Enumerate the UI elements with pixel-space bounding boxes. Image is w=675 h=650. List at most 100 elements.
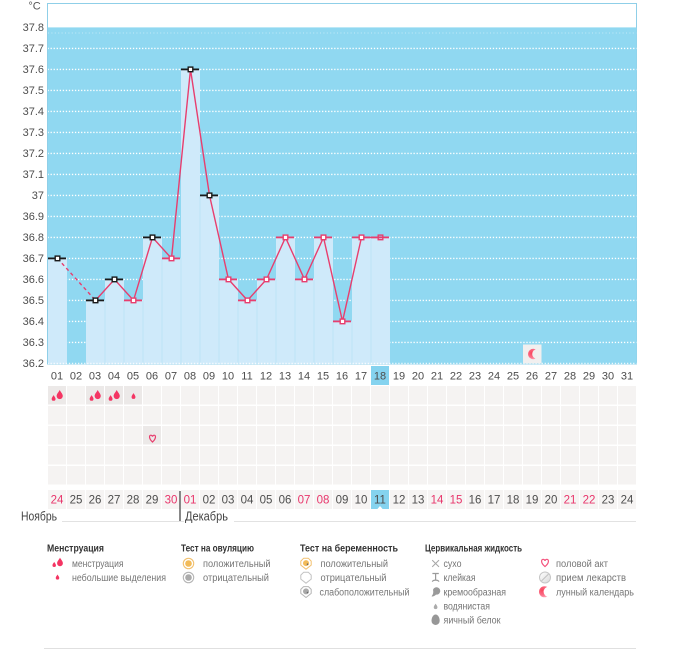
svg-text:менструация: менструация: [72, 559, 124, 570]
svg-text:10: 10: [222, 371, 234, 383]
svg-text:11: 11: [374, 494, 386, 506]
svg-text:яичный белок: яичный белок: [444, 614, 502, 626]
svg-text:27: 27: [545, 371, 557, 383]
svg-text:24: 24: [51, 494, 64, 506]
svg-text:небольшие выделения: небольшие выделения: [72, 572, 166, 584]
svg-text:36.7: 36.7: [23, 253, 44, 265]
svg-text:36.6: 36.6: [23, 274, 44, 286]
svg-text:36.2: 36.2: [23, 358, 44, 370]
svg-text:сухо: сухо: [444, 559, 462, 570]
svg-text:29: 29: [583, 371, 595, 383]
svg-text:14: 14: [431, 494, 444, 506]
svg-text:31: 31: [621, 371, 633, 383]
svg-text:24: 24: [621, 494, 634, 506]
svg-text:13: 13: [412, 494, 425, 506]
svg-text:28: 28: [564, 371, 576, 383]
svg-text:14: 14: [298, 371, 310, 383]
svg-text:37.4: 37.4: [23, 106, 44, 118]
svg-text:30: 30: [165, 494, 178, 506]
svg-text:Тест на овуляцию: Тест на овуляцию: [181, 544, 254, 555]
svg-text:16: 16: [469, 494, 482, 506]
svg-text:водянистая: водянистая: [444, 601, 491, 612]
svg-text:прием лекарств: прием лекарств: [556, 573, 626, 584]
svg-text:07: 07: [165, 371, 177, 383]
svg-text:09: 09: [336, 494, 349, 506]
svg-text:05: 05: [260, 494, 273, 506]
svg-text:06: 06: [146, 371, 158, 383]
svg-text:06: 06: [279, 494, 292, 506]
svg-text:11: 11: [241, 371, 252, 383]
svg-text:37.6: 37.6: [23, 64, 44, 76]
svg-text:19: 19: [393, 371, 405, 383]
svg-text:20: 20: [545, 494, 558, 506]
svg-text:Ноябрь: Ноябрь: [21, 510, 57, 524]
svg-text:36.9: 36.9: [23, 211, 44, 223]
svg-text:16: 16: [336, 371, 348, 383]
svg-text:03: 03: [89, 371, 101, 383]
svg-text:25: 25: [70, 494, 83, 506]
svg-text:28: 28: [127, 494, 140, 506]
svg-text:07: 07: [298, 494, 311, 506]
svg-text:37.3: 37.3: [23, 127, 44, 139]
svg-text:04: 04: [108, 371, 120, 383]
svg-text:22: 22: [583, 494, 596, 506]
svg-text:02: 02: [203, 494, 216, 506]
svg-text:21: 21: [431, 371, 443, 383]
svg-text:02: 02: [70, 371, 82, 383]
svg-text:°C: °C: [28, 1, 40, 13]
svg-text:37.8: 37.8: [23, 22, 44, 34]
svg-text:15: 15: [317, 371, 329, 383]
svg-text:слабоположительный: слабоположительный: [320, 586, 410, 598]
svg-text:17: 17: [355, 371, 367, 383]
svg-text:04: 04: [241, 494, 254, 506]
svg-text:03: 03: [222, 494, 235, 506]
svg-text:37.7: 37.7: [23, 43, 44, 55]
svg-text:08: 08: [184, 371, 196, 383]
svg-text:13: 13: [279, 371, 291, 383]
svg-text:05: 05: [127, 371, 139, 383]
svg-text:37.1: 37.1: [23, 169, 44, 181]
svg-text:24: 24: [488, 371, 500, 383]
svg-text:25: 25: [507, 371, 519, 383]
svg-text:17: 17: [488, 494, 501, 506]
svg-text:23: 23: [469, 371, 481, 383]
svg-text:кремообразная: кремообразная: [444, 586, 507, 598]
svg-text:отрицательный: отрицательный: [203, 573, 269, 584]
svg-text:положительный: положительный: [203, 559, 271, 570]
svg-text:08: 08: [317, 494, 330, 506]
svg-text:15: 15: [450, 494, 463, 506]
svg-text:01: 01: [51, 371, 63, 383]
svg-text:26: 26: [89, 494, 102, 506]
svg-text:19: 19: [526, 494, 539, 506]
svg-text:20: 20: [412, 371, 424, 383]
svg-text:37.5: 37.5: [23, 85, 44, 97]
svg-text:09: 09: [203, 371, 215, 383]
svg-text:21: 21: [564, 494, 577, 506]
svg-text:36.8: 36.8: [23, 232, 44, 244]
svg-text:37.2: 37.2: [23, 148, 44, 160]
svg-text:Менструация: Менструация: [47, 544, 104, 555]
svg-text:Тест на беременность: Тест на беременность: [300, 543, 398, 555]
svg-text:37: 37: [32, 190, 44, 202]
svg-text:23: 23: [602, 494, 615, 506]
svg-text:половой акт: половой акт: [556, 559, 608, 570]
svg-text:Декабрь: Декабрь: [185, 510, 228, 524]
svg-text:29: 29: [146, 494, 159, 506]
svg-text:лунный календарь: лунный календарь: [556, 587, 634, 598]
svg-text:30: 30: [602, 371, 614, 383]
svg-text:Цервикальная жидкость: Цервикальная жидкость: [425, 544, 522, 555]
svg-text:12: 12: [393, 494, 406, 506]
svg-text:18: 18: [507, 494, 520, 506]
svg-text:36.3: 36.3: [23, 337, 44, 349]
svg-text:12: 12: [260, 371, 272, 383]
svg-text:01: 01: [184, 494, 197, 506]
svg-text:18: 18: [374, 371, 386, 383]
svg-text:36.4: 36.4: [23, 316, 44, 328]
svg-text:26: 26: [526, 371, 538, 383]
svg-text:27: 27: [108, 494, 121, 506]
svg-text:10: 10: [355, 494, 368, 506]
svg-text:положительный: положительный: [321, 559, 389, 570]
svg-text:36.5: 36.5: [23, 295, 44, 307]
svg-text:отрицательный: отрицательный: [321, 573, 387, 584]
svg-text:клейкая: клейкая: [444, 573, 476, 584]
